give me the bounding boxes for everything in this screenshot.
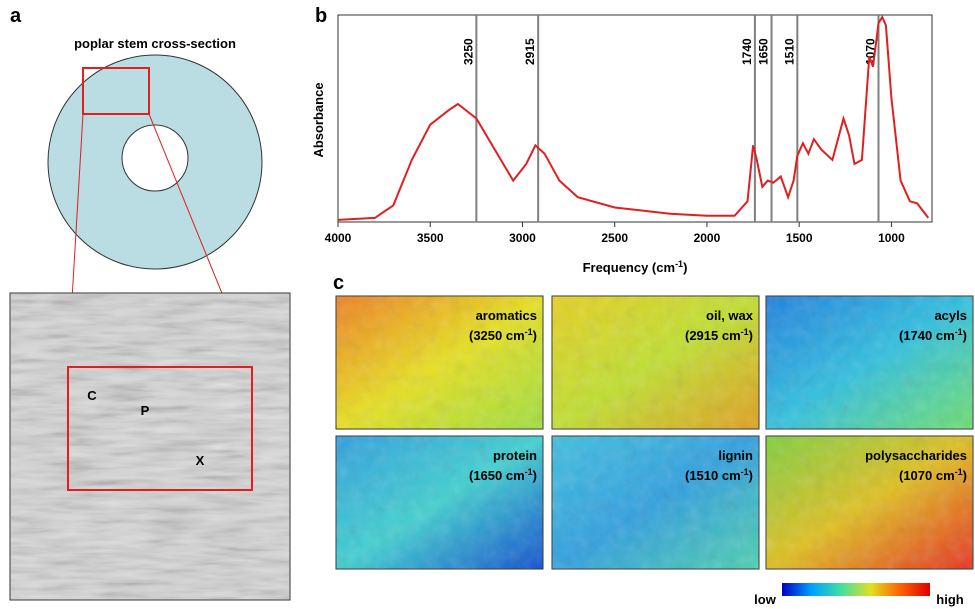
region-label: X bbox=[196, 453, 205, 468]
y-axis-label: Absorbance bbox=[311, 82, 326, 157]
map-name: oil, wax bbox=[706, 308, 754, 323]
panel-letter: c bbox=[333, 272, 344, 294]
x-tick-label: 2000 bbox=[694, 231, 721, 245]
scale-low: low bbox=[754, 592, 777, 607]
region-label: C bbox=[87, 388, 97, 403]
map-band-part: (3250 cm bbox=[469, 328, 525, 343]
region-box bbox=[67, 366, 253, 491]
map-band: (1070 cm-1) bbox=[899, 467, 967, 483]
map-band-part: -1 bbox=[741, 467, 749, 477]
map-band-part: (1510 cm bbox=[685, 468, 741, 483]
map-texture bbox=[552, 436, 759, 569]
band-label: 3250 bbox=[461, 38, 475, 65]
map-band-part: (1740 cm bbox=[899, 328, 955, 343]
map-texture bbox=[766, 436, 973, 569]
map-name: acyls bbox=[934, 308, 967, 323]
map-name: protein bbox=[493, 448, 537, 463]
map-band-part: (2915 cm bbox=[685, 328, 741, 343]
band-label: 1650 bbox=[757, 38, 771, 65]
map-texture bbox=[766, 296, 973, 429]
map-band-part: ) bbox=[533, 328, 537, 343]
x-tick-label: 4000 bbox=[325, 231, 352, 245]
band-label: 1510 bbox=[782, 38, 796, 65]
micrograph-texture bbox=[11, 294, 289, 599]
map-name: aromatics bbox=[476, 308, 537, 323]
zoom-box bbox=[82, 67, 150, 115]
x-tick-label: 3000 bbox=[509, 231, 536, 245]
map-band: (2915 cm-1) bbox=[685, 327, 753, 343]
map-band-part: -1 bbox=[525, 467, 533, 477]
map-band: (1740 cm-1) bbox=[899, 327, 967, 343]
map-band-part: (1070 cm bbox=[899, 468, 955, 483]
x-axis-label-part: -1 bbox=[675, 259, 683, 269]
map-band-part: ) bbox=[963, 328, 967, 343]
map-texture bbox=[336, 436, 543, 569]
map-band-part: ) bbox=[749, 468, 753, 483]
x-tick-label: 1000 bbox=[878, 231, 905, 245]
map-band: (1650 cm-1) bbox=[469, 467, 537, 483]
map-band: (1510 cm-1) bbox=[685, 467, 753, 483]
band-label: 2915 bbox=[523, 38, 537, 65]
map-name: polysaccharides bbox=[865, 448, 967, 463]
scale-high: high bbox=[936, 592, 963, 607]
region-label: P bbox=[141, 403, 150, 418]
x-axis-label-part: ) bbox=[683, 260, 687, 275]
map-band: (3250 cm-1) bbox=[469, 327, 537, 343]
panel-title: poplar stem cross-section bbox=[74, 36, 236, 51]
map-band-part: (1650 cm bbox=[469, 468, 525, 483]
x-axis-label-part: Frequency (cm bbox=[583, 260, 675, 275]
x-axis-label: Frequency (cm-1) bbox=[583, 259, 688, 275]
x-tick-label: 3500 bbox=[417, 231, 444, 245]
map-texture bbox=[552, 296, 759, 429]
map-texture bbox=[336, 296, 543, 429]
color-scale bbox=[782, 583, 930, 596]
map-band-part: -1 bbox=[955, 467, 963, 477]
x-tick-label: 2500 bbox=[601, 231, 628, 245]
panel-letter: a bbox=[10, 5, 22, 27]
map-band-part: -1 bbox=[525, 327, 533, 337]
map-band-part: ) bbox=[749, 328, 753, 343]
stem-pith bbox=[121, 124, 189, 192]
x-tick-label: 1500 bbox=[786, 231, 813, 245]
map-band-part: ) bbox=[533, 468, 537, 483]
map-band-part: -1 bbox=[955, 327, 963, 337]
panel-letter: b bbox=[315, 5, 327, 27]
map-name: lignin bbox=[718, 448, 753, 463]
band-label: 1740 bbox=[740, 38, 754, 65]
plot-frame bbox=[337, 14, 933, 223]
map-band-part: ) bbox=[963, 468, 967, 483]
spectrum-line bbox=[337, 14, 930, 221]
map-band-part: -1 bbox=[741, 327, 749, 337]
